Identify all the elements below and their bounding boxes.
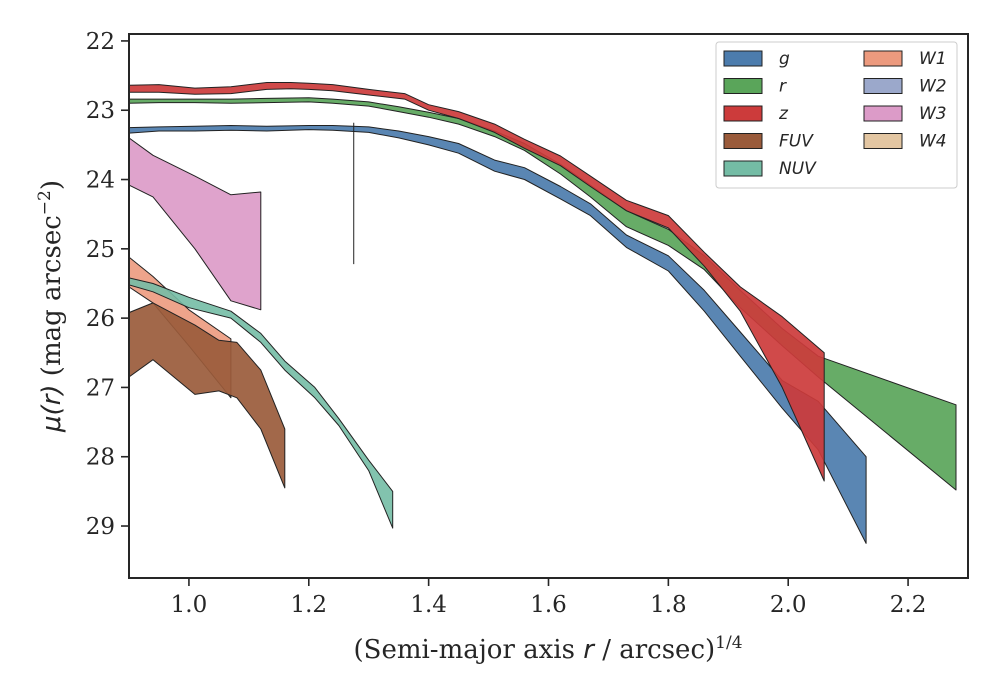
legend-swatch-r	[723, 78, 763, 94]
legend-swatch-g	[723, 50, 763, 67]
y-axis-label-r: (r)	[37, 384, 67, 415]
legend-label-g: g	[779, 49, 790, 69]
x-axis: 1.0 1.2 1.4 1.6 1.8 2.0 2.2	[171, 578, 927, 618]
legend-swatch-nuv	[723, 160, 763, 177]
legend-swatch-w4	[863, 133, 903, 149]
y-tick-label: 29	[86, 514, 115, 540]
y-axis-label-mu: μ	[37, 415, 67, 433]
legend-label-nuv: NUV	[779, 159, 817, 179]
band-g	[129, 125, 867, 544]
legend-label-w2: W2	[919, 77, 947, 97]
y-tick-label: 23	[86, 98, 115, 124]
y-tick-label: 27	[86, 375, 115, 401]
legend-swatch-w3	[863, 105, 903, 122]
x-axis-label: (Semi-major axis r / arcsec)1/4	[353, 633, 742, 665]
y-tick-label: 25	[86, 237, 115, 263]
y-tick-label: 24	[86, 168, 115, 194]
x-tick-label: 1.0	[171, 592, 208, 618]
legend-label-w1: W1	[919, 49, 947, 69]
band-r	[129, 97, 957, 491]
y-tick-label: 28	[86, 445, 115, 471]
x-tick-label: 2.0	[770, 592, 807, 618]
x-axis-label-var: r	[583, 635, 596, 665]
band-fuv	[129, 302, 286, 489]
x-tick-label: 1.8	[650, 592, 687, 618]
x-tick-label: 1.4	[410, 592, 447, 618]
y-axis-label: μ(r) (mag arcsec−2)	[35, 180, 67, 433]
legend-swatch-z	[723, 105, 763, 122]
x-tick-label: 1.2	[290, 592, 327, 618]
legend-swatch-w1	[863, 50, 903, 67]
y-tick-label: 22	[86, 29, 115, 55]
band-z	[129, 82, 825, 482]
x-tick-label: 2.2	[890, 592, 927, 618]
legend-swatch-fuv	[723, 133, 763, 149]
x-axis-label-exponent: 1/4	[715, 633, 742, 653]
y-axis: 22 23 24 25 26 27 28 29	[86, 29, 129, 540]
y-axis-label-unit: (mag arcsec	[37, 215, 67, 384]
legend-label-r: r	[779, 77, 787, 97]
x-axis-label-main: (Semi-major axis	[353, 635, 583, 665]
band-w3	[129, 137, 262, 311]
legend-label-w4: W4	[919, 132, 947, 152]
legend-label-w3: W3	[919, 104, 947, 124]
band-nuv	[129, 277, 394, 529]
legend: grz FUV NUV W1 W2 W3 W4	[715, 41, 958, 189]
data-bands	[129, 82, 957, 544]
y-tick-label: 26	[86, 306, 115, 332]
y-axis-label-close: )	[37, 180, 67, 190]
y-axis-label-exponent: −2	[35, 190, 55, 215]
x-tick-label: 1.6	[530, 592, 567, 618]
legend-swatch-w2	[863, 78, 903, 94]
x-axis-label-unit: / arcsec)	[594, 635, 715, 665]
legend-label-z: z	[778, 104, 789, 124]
legend-label-fuv: FUV	[779, 132, 814, 152]
